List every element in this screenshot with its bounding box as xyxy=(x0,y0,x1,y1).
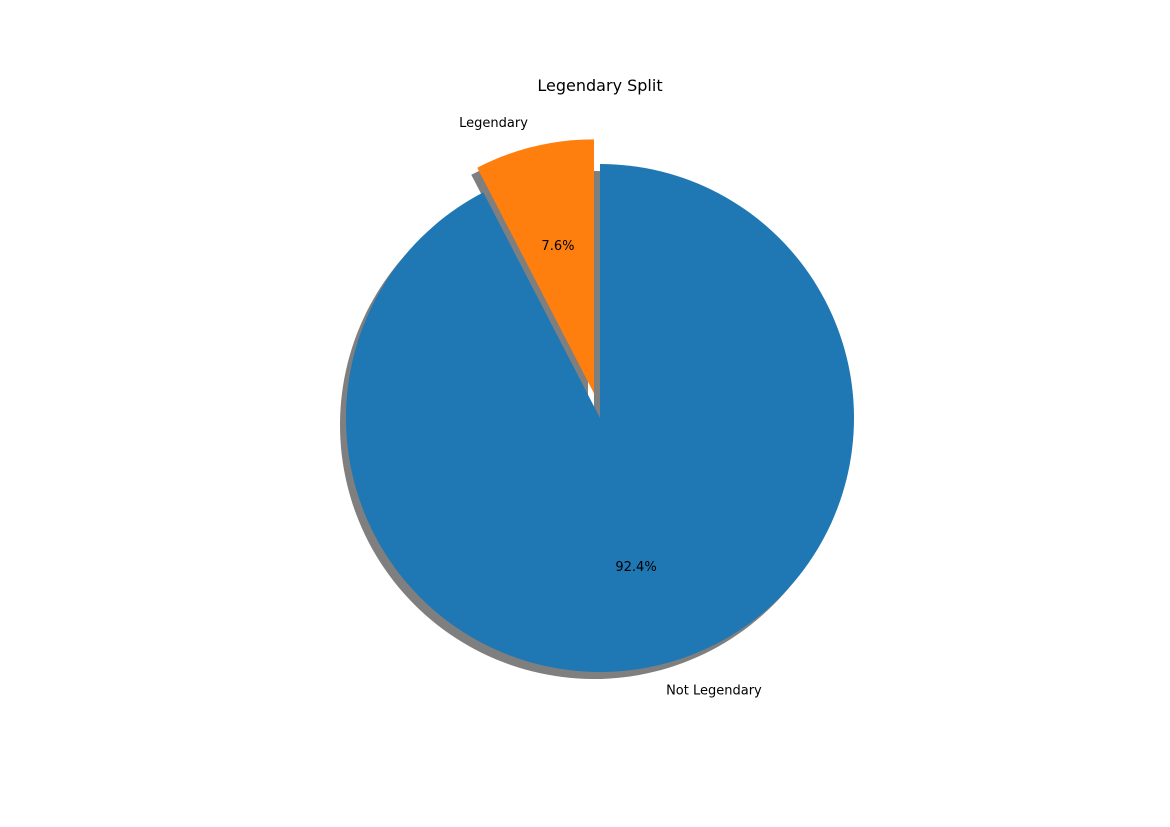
pie-labels: Legendary 7.6% Not Legendary 92.4% xyxy=(459,116,762,699)
chart-title: Legendary Split xyxy=(537,76,662,95)
slice-label-not-legendary: Not Legendary xyxy=(666,683,762,698)
slice-percent-not-legendary: 92.4% xyxy=(615,560,656,575)
slice-label-legendary: Legendary xyxy=(459,116,528,131)
slice-not-legendary xyxy=(346,164,855,672)
slice-percent-legendary: 7.6% xyxy=(541,239,574,254)
slice-legendary xyxy=(477,139,594,394)
pie-slices xyxy=(346,139,855,672)
